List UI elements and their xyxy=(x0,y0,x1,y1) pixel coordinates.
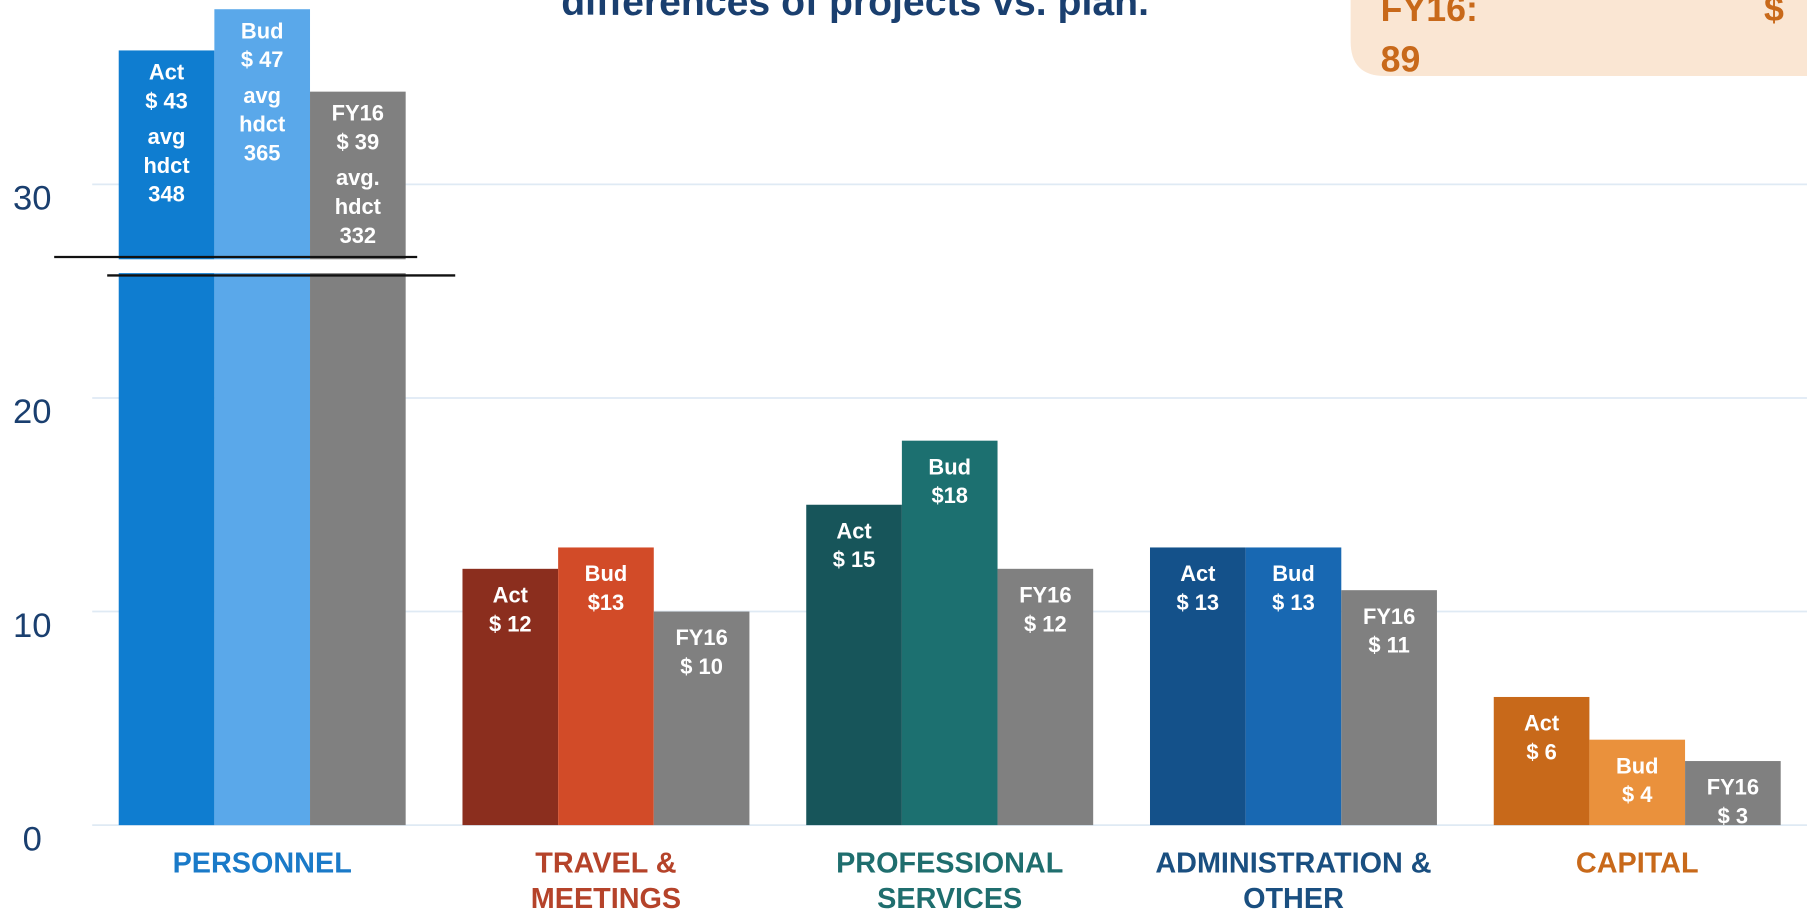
series-name: FY16 xyxy=(1019,582,1071,607)
value-label: $ 6 xyxy=(1526,739,1556,764)
value-label: $ 12 xyxy=(489,611,532,636)
category-label: TRAVEL & MEETINGS xyxy=(531,847,681,915)
series-name: FY16 xyxy=(1363,604,1415,629)
series-name: Bud xyxy=(1272,561,1315,586)
bar-label: Bud $13 xyxy=(585,561,628,615)
bar xyxy=(462,568,559,826)
series-name: Act xyxy=(493,582,529,607)
headcount-label: hdct xyxy=(143,153,190,178)
value-label: $ 10 xyxy=(680,654,723,679)
bar-label: FY16 $ 12 xyxy=(1019,582,1071,636)
value-label: $ 13 xyxy=(1177,590,1220,615)
bar xyxy=(310,91,406,826)
callout-label: FY16: xyxy=(1381,0,1478,29)
bar xyxy=(118,50,215,826)
series-name: FY16 xyxy=(1707,774,1759,799)
callout-value: 89 xyxy=(1381,40,1421,80)
bar-label: Act $ 13 xyxy=(1177,561,1220,615)
series-name: Act xyxy=(149,59,185,84)
bar-label: Act $ 43 avg hdct 348 xyxy=(143,59,190,206)
bar xyxy=(1149,547,1246,826)
category-label: PROFESSIONAL SERVICES xyxy=(836,847,1063,915)
headcount-label: 332 xyxy=(340,223,377,248)
category-label: CAPITAL xyxy=(1576,847,1699,879)
bar-label: FY16 $ 39 avg. hdct 332 xyxy=(332,100,384,247)
series-name: Bud xyxy=(241,18,284,43)
bar xyxy=(214,9,311,826)
series-name: FY16 xyxy=(332,100,384,125)
bar xyxy=(806,504,902,826)
value-label: $ 15 xyxy=(833,547,876,572)
value-label: $ 47 xyxy=(241,47,284,72)
headcount-label: hdct xyxy=(335,194,382,219)
series-name: Bud xyxy=(1616,753,1659,778)
bar-label: FY16 $ 11 xyxy=(1363,604,1415,658)
y-tick-label: 30 xyxy=(13,180,51,218)
category-label: ADMINISTRATION & OTHER xyxy=(1155,847,1431,915)
value-label: $13 xyxy=(588,590,625,615)
value-label: $ 39 xyxy=(337,129,380,154)
headcount-label: 365 xyxy=(244,140,281,165)
bar xyxy=(1245,547,1342,826)
bar-label: FY16 $ 10 xyxy=(675,625,727,679)
bar xyxy=(653,611,750,826)
value-label: $ 12 xyxy=(1024,611,1067,636)
series-name: Bud xyxy=(585,561,628,586)
bar-label: Act $ 12 xyxy=(489,582,532,636)
headcount-label: avg xyxy=(243,83,281,108)
headcount-label: 348 xyxy=(148,181,185,206)
series-name: Act xyxy=(1524,710,1560,735)
bar xyxy=(1493,696,1590,826)
bar-label: Bud $ 47 avg hdct 365 xyxy=(239,18,286,165)
value-label: $ 11 xyxy=(1368,632,1409,657)
bar-label: Bud $ 4 xyxy=(1616,753,1659,807)
bar-label: Act $ 15 xyxy=(833,518,876,572)
headcount-label: avg xyxy=(148,124,186,149)
bar xyxy=(1685,761,1781,826)
bar-label: FY16 $ 3 xyxy=(1707,774,1759,828)
headcount-label: avg. xyxy=(336,165,380,190)
value-label: $ 13 xyxy=(1272,590,1315,615)
bar xyxy=(1589,739,1686,826)
series-name: Act xyxy=(1180,561,1216,586)
bar-label: Act $ 6 xyxy=(1524,710,1560,764)
bar-label: Bud $18 xyxy=(928,454,971,508)
bar xyxy=(997,568,1094,826)
value-label: $ 43 xyxy=(145,88,188,113)
headcount-label: hdct xyxy=(239,111,286,136)
callout-box xyxy=(1350,0,1807,77)
value-label: $ 3 xyxy=(1718,803,1748,828)
callout-currency: $ xyxy=(1764,0,1784,29)
category-label: PERSONNEL xyxy=(173,847,352,879)
series-name: Act xyxy=(836,518,872,543)
y-tick-label: 10 xyxy=(13,607,51,645)
y-tick-label: 20 xyxy=(13,393,51,431)
bar xyxy=(558,547,654,826)
bar xyxy=(1341,590,1437,826)
chart-title: differences of projects vs. plan. xyxy=(561,0,1149,24)
series-name: Bud xyxy=(928,454,971,479)
y-tick-label: 0 xyxy=(23,820,42,858)
axis-break-gap xyxy=(54,259,456,274)
value-label: $18 xyxy=(931,483,968,508)
bar xyxy=(901,440,998,826)
bar-label: Bud $ 13 xyxy=(1272,561,1315,615)
series-name: FY16 xyxy=(675,625,727,650)
value-label: $ 4 xyxy=(1622,782,1653,807)
